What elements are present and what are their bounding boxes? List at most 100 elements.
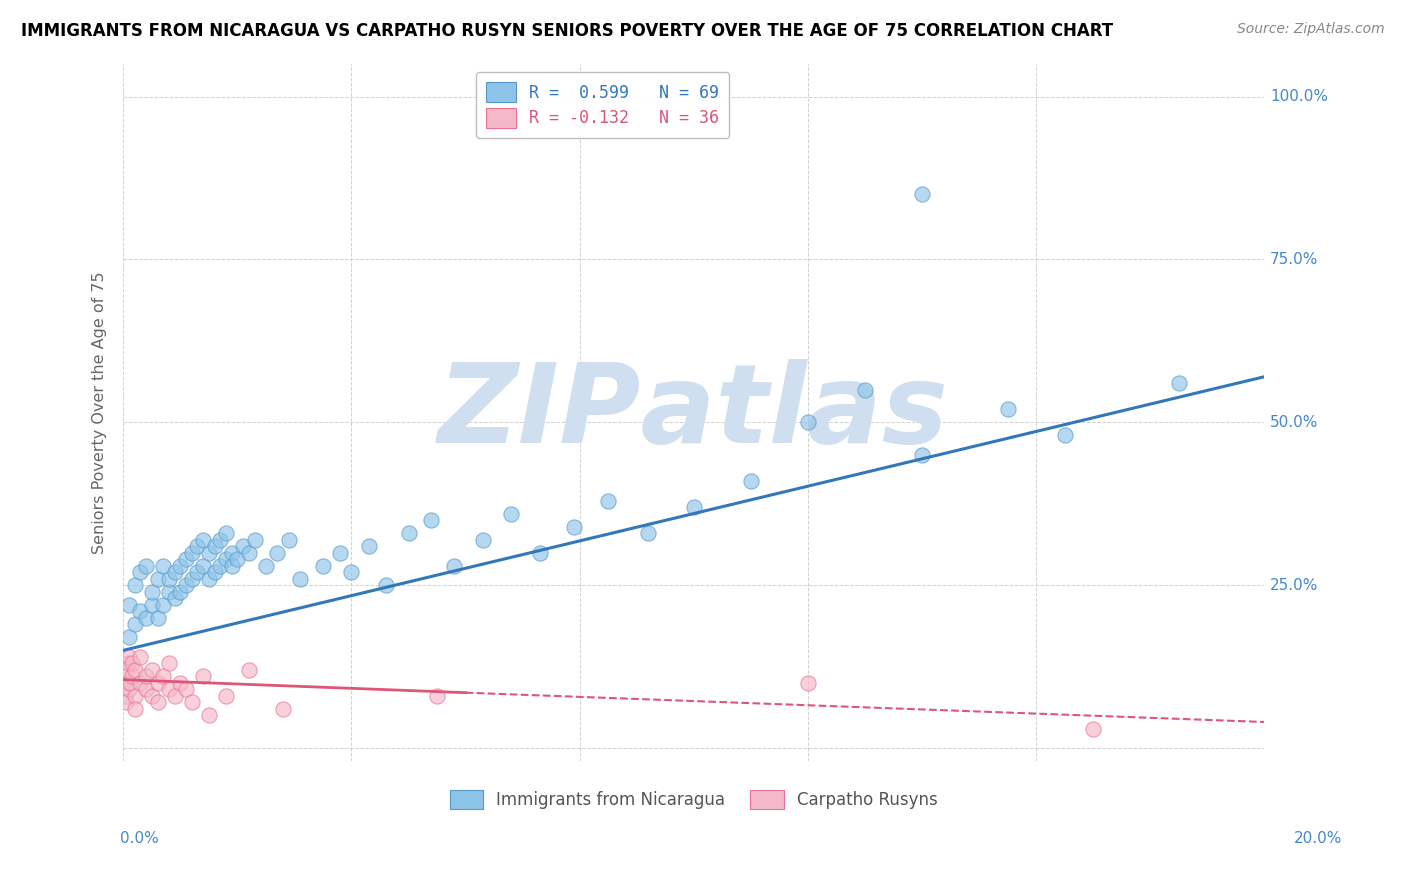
Point <box>163 689 186 703</box>
Point <box>374 578 396 592</box>
Point <box>797 676 820 690</box>
Point <box>174 578 197 592</box>
Point <box>157 682 180 697</box>
Point <box>312 558 335 573</box>
Point <box>135 611 157 625</box>
Point <box>129 649 152 664</box>
Text: 50.0%: 50.0% <box>1270 415 1319 430</box>
Point <box>186 539 208 553</box>
Point <box>997 402 1019 417</box>
Point <box>174 682 197 697</box>
Point <box>243 533 266 547</box>
Point <box>129 604 152 618</box>
Point <box>146 696 169 710</box>
Point <box>169 558 191 573</box>
Point <box>118 649 141 664</box>
Point <box>911 187 934 202</box>
Point <box>141 663 163 677</box>
Point <box>598 493 620 508</box>
Point <box>118 598 141 612</box>
Point <box>118 682 141 697</box>
Text: 20.0%: 20.0% <box>1295 831 1343 846</box>
Point <box>180 696 202 710</box>
Point <box>174 552 197 566</box>
Point <box>115 696 138 710</box>
Point <box>271 702 294 716</box>
Point <box>254 558 277 573</box>
Point <box>146 676 169 690</box>
Point <box>198 572 221 586</box>
Point <box>129 565 152 579</box>
Point <box>266 546 288 560</box>
Point <box>740 474 762 488</box>
Point <box>426 689 449 703</box>
Point <box>853 383 876 397</box>
Point <box>135 669 157 683</box>
Point <box>204 539 226 553</box>
Y-axis label: Seniors Poverty Over the Age of 75: Seniors Poverty Over the Age of 75 <box>93 271 107 554</box>
Point <box>215 552 238 566</box>
Point <box>215 526 238 541</box>
Point <box>443 558 465 573</box>
Point <box>163 591 186 606</box>
Point <box>529 546 551 560</box>
Point <box>117 657 139 671</box>
Point <box>329 546 352 560</box>
Point <box>288 572 311 586</box>
Point <box>357 539 380 553</box>
Point <box>118 630 141 644</box>
Point <box>1167 376 1189 391</box>
Point <box>215 689 238 703</box>
Point <box>180 572 202 586</box>
Point <box>198 708 221 723</box>
Point <box>141 689 163 703</box>
Point <box>124 702 146 716</box>
Point <box>121 669 143 683</box>
Point <box>198 546 221 560</box>
Point <box>152 669 174 683</box>
Point <box>114 676 136 690</box>
Point <box>121 657 143 671</box>
Point <box>141 584 163 599</box>
Point <box>221 558 243 573</box>
Point <box>221 546 243 560</box>
Point <box>152 558 174 573</box>
Text: ZIP​atlas: ZIP​atlas <box>439 359 949 466</box>
Point <box>135 558 157 573</box>
Point <box>114 689 136 703</box>
Text: 0.0%: 0.0% <box>120 831 159 846</box>
Point <box>146 572 169 586</box>
Point <box>209 558 232 573</box>
Point <box>146 611 169 625</box>
Point <box>169 584 191 599</box>
Point <box>204 565 226 579</box>
Point <box>797 415 820 429</box>
Point <box>277 533 299 547</box>
Point <box>340 565 363 579</box>
Point <box>115 663 138 677</box>
Point <box>209 533 232 547</box>
Point <box>157 584 180 599</box>
Point <box>226 552 249 566</box>
Point <box>193 533 215 547</box>
Point <box>193 558 215 573</box>
Text: Source: ZipAtlas.com: Source: ZipAtlas.com <box>1237 22 1385 37</box>
Legend: Immigrants from Nicaragua, Carpatho Rusyns: Immigrants from Nicaragua, Carpatho Rusy… <box>443 783 945 815</box>
Point <box>135 682 157 697</box>
Point <box>124 578 146 592</box>
Text: 100.0%: 100.0% <box>1270 89 1329 104</box>
Point <box>420 513 443 527</box>
Point <box>124 617 146 632</box>
Text: IMMIGRANTS FROM NICARAGUA VS CARPATHO RUSYN SENIORS POVERTY OVER THE AGE OF 75 C: IMMIGRANTS FROM NICARAGUA VS CARPATHO RU… <box>21 22 1114 40</box>
Point <box>193 669 215 683</box>
Point <box>180 546 202 560</box>
Point <box>682 500 704 514</box>
Point <box>157 572 180 586</box>
Point <box>120 676 142 690</box>
Point <box>129 676 152 690</box>
Point <box>238 546 260 560</box>
Point <box>232 539 254 553</box>
Point <box>186 565 208 579</box>
Point <box>471 533 494 547</box>
Point <box>1081 722 1104 736</box>
